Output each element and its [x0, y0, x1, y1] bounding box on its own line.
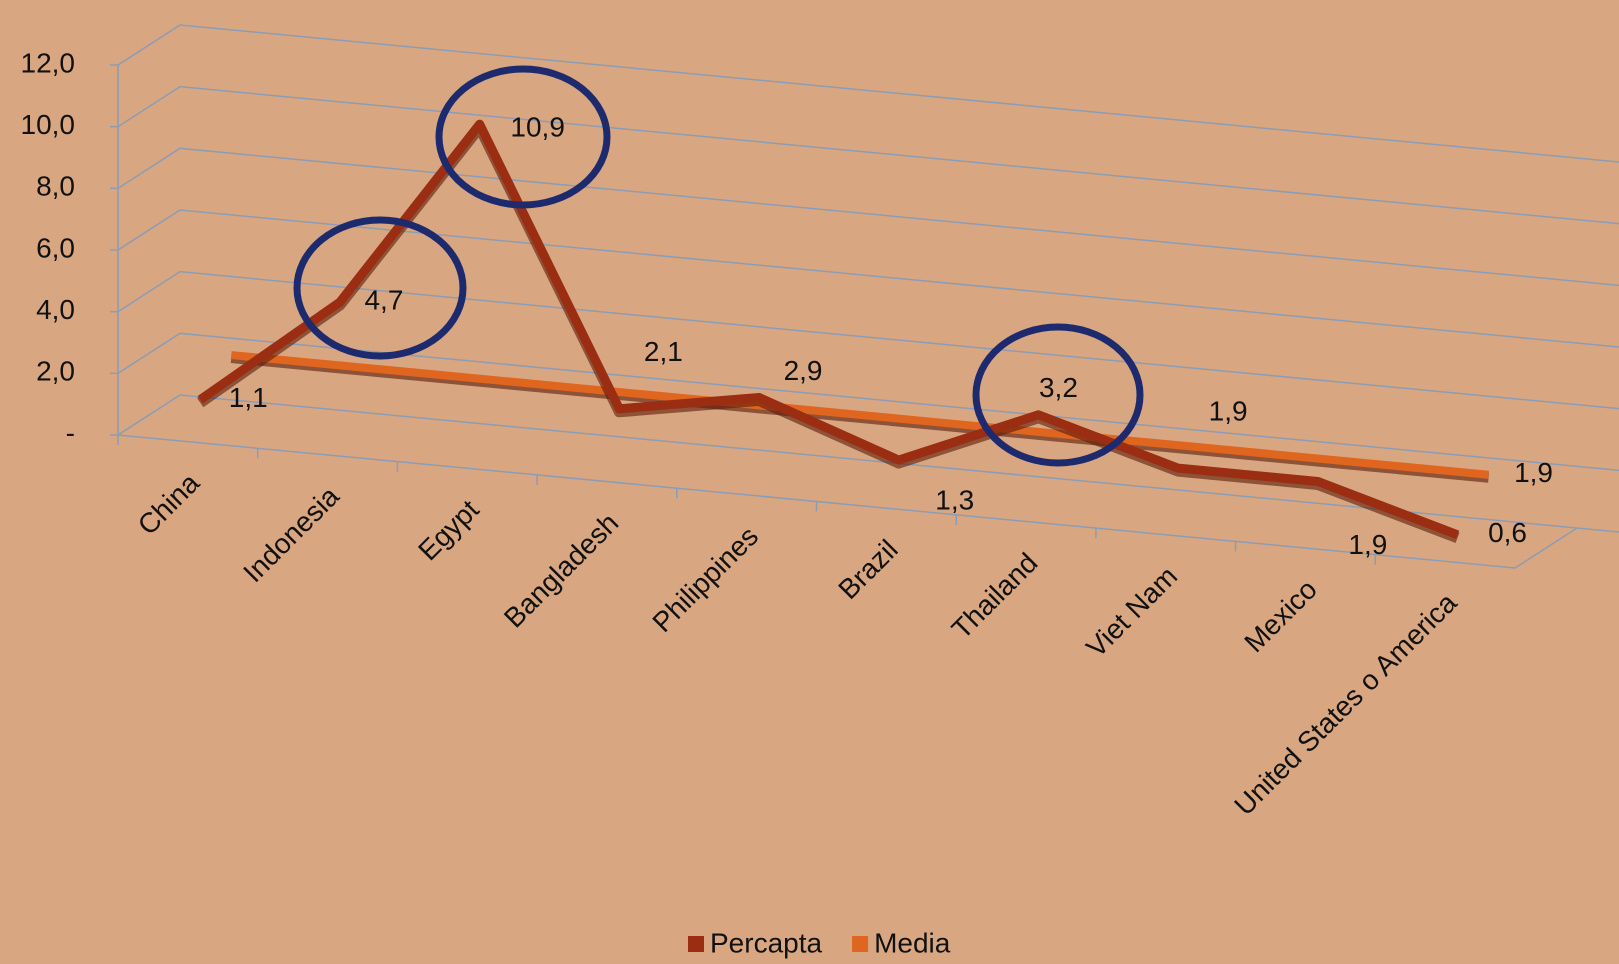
data-label: 4,7	[364, 284, 403, 315]
grid-line	[117, 24, 1619, 163]
data-label: 1,9	[1209, 396, 1248, 427]
marks	[197, 119, 1490, 543]
legend-swatch	[852, 936, 869, 952]
y-tick-label: -	[66, 417, 75, 448]
grid-line	[117, 332, 1619, 472]
grid-line	[117, 209, 1619, 348]
highlight-circle	[972, 323, 1144, 467]
grid	[110, 24, 1619, 569]
legend-label: Media	[874, 927, 951, 958]
data-label: 1,1	[229, 382, 268, 413]
series-line	[230, 351, 1489, 479]
legend-label: Percapta	[710, 927, 822, 958]
data-label: 2,1	[644, 336, 683, 367]
data-label: 1,3	[935, 484, 974, 515]
y-tick-label: 4,0	[36, 294, 75, 325]
highlight-circle	[293, 216, 467, 360]
grid-line	[117, 147, 1619, 287]
grid-line	[117, 85, 1619, 225]
data-label: 1,9	[1348, 529, 1387, 560]
highlight-circles	[293, 65, 1144, 467]
y-tick-label: 10,0	[21, 109, 76, 140]
y-tick-label: 6,0	[36, 232, 75, 263]
floor-edge	[117, 434, 1578, 569]
grid-line	[117, 394, 1619, 533]
data-label: 10,9	[510, 112, 565, 143]
grid-line	[117, 270, 1619, 410]
data-label: 3,2	[1039, 372, 1078, 403]
highlight-circle	[435, 65, 611, 209]
data-label: 2,9	[784, 355, 823, 386]
legend: Percapta Media	[688, 927, 951, 958]
legend-swatch	[688, 936, 704, 952]
series-line	[197, 119, 1460, 540]
y-tick-label: 12,0	[21, 47, 76, 78]
data-label: 0,6	[1488, 517, 1527, 548]
y-tick-label: 2,0	[36, 356, 75, 387]
data-label: 1,9	[1514, 457, 1553, 488]
y-tick-label: 8,0	[36, 171, 75, 202]
